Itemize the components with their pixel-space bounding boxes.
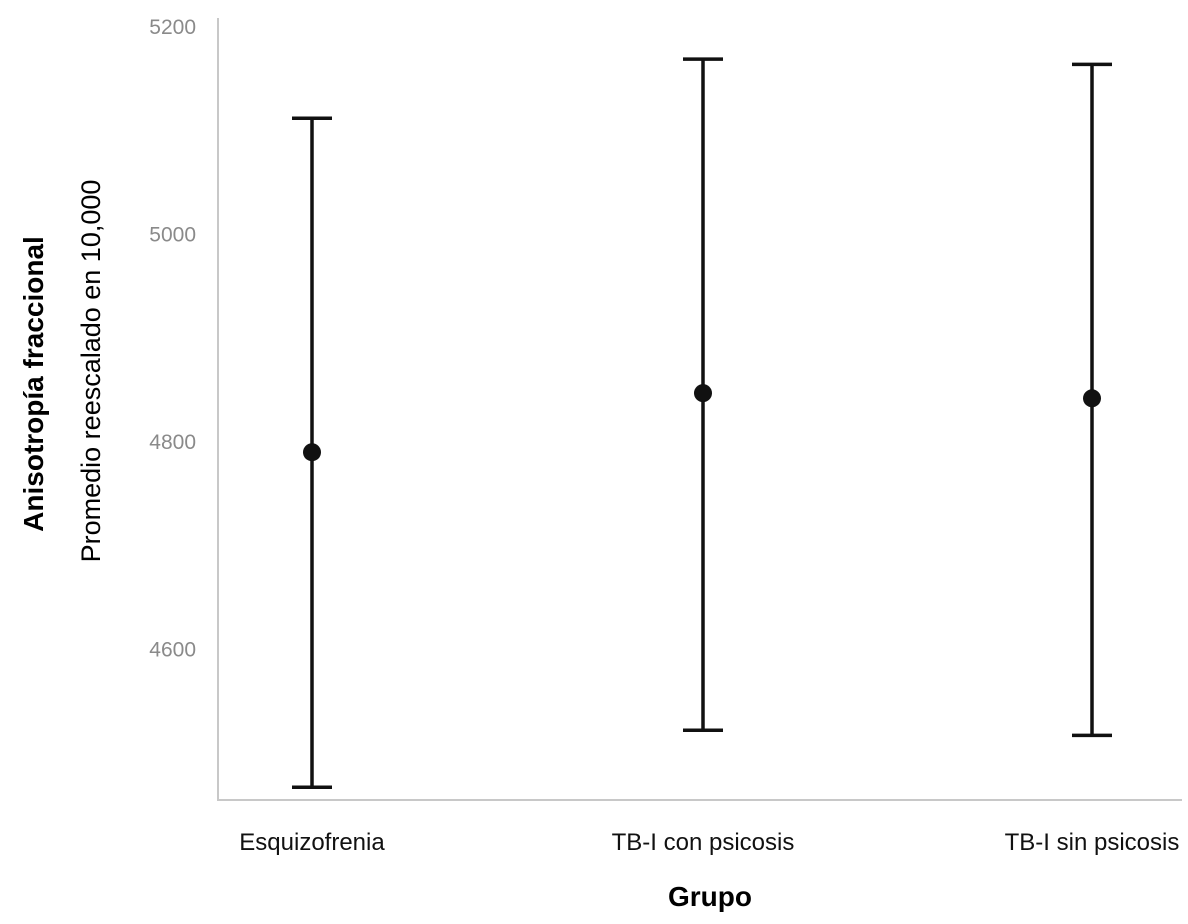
- error-bar-group: [292, 116, 332, 790]
- y-axis-subtitle: Promedio reescalado en 10,000: [76, 180, 106, 563]
- x-axis-title: Grupo: [668, 881, 752, 912]
- x-tick-labels: Esquizofrenia TB-I con psicosis TB-I sin p…: [239, 829, 1179, 856]
- x-tick-label: Esquizofrenia: [239, 829, 385, 856]
- axis-titles: Grupo Anisotropía fraccional Promedio re…: [18, 180, 752, 912]
- error-bar-group: [683, 57, 723, 732]
- x-tick-label: TB-I con psicosis: [612, 829, 795, 856]
- y-axis-title: Anisotropía fraccional: [18, 236, 49, 532]
- mean-point: [303, 443, 321, 462]
- mean-point: [694, 384, 712, 403]
- mean-point: [1083, 389, 1101, 408]
- error-bar-group: [1072, 62, 1112, 738]
- y-tick-label: 5200: [149, 16, 196, 39]
- error-bars: [292, 57, 1112, 790]
- y-tick-label: 4800: [149, 431, 196, 454]
- y-tick-label: 4600: [149, 638, 196, 661]
- axes: [217, 18, 1182, 801]
- x-tick-label: TB-I sin psicosis: [1005, 829, 1180, 856]
- y-tick-labels: 4600 4800 5000 5200: [149, 16, 196, 661]
- y-tick-label: 5000: [149, 223, 196, 246]
